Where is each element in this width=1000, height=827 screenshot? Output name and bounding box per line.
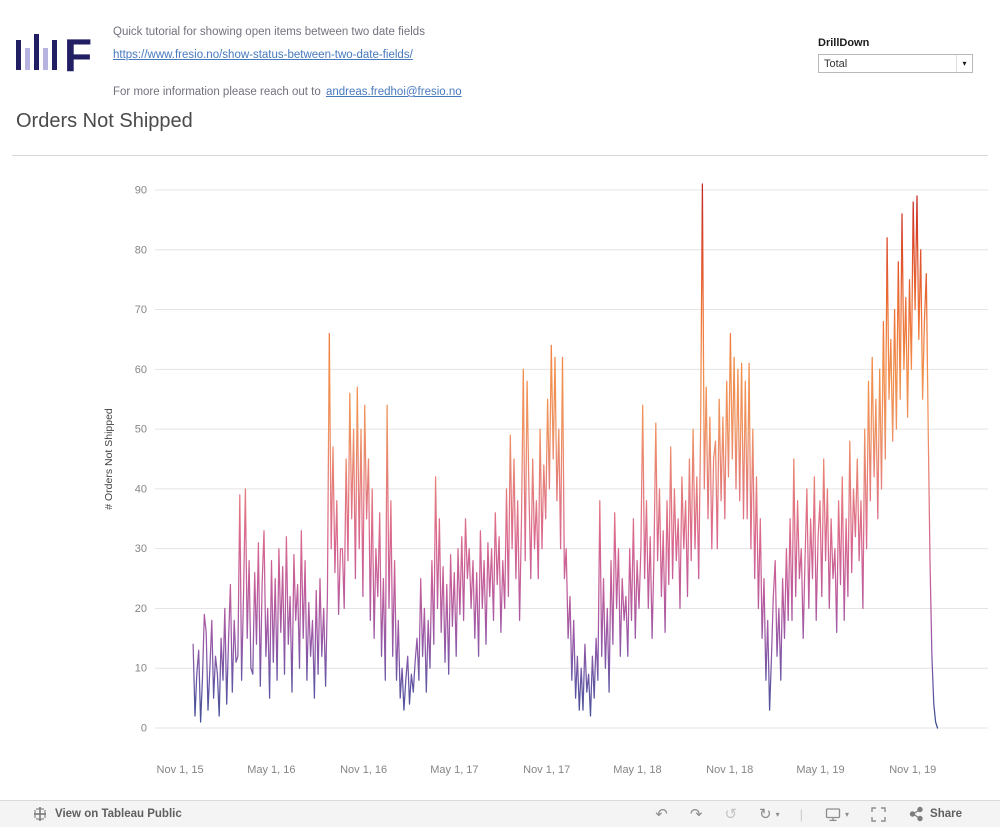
svg-text:Nov 1, 15: Nov 1, 15 [157,764,204,776]
tableau-toolbar: View on Tableau Public ↶ ↷ ↺ ↻ ▾ | ▾ [0,800,1000,827]
svg-text:80: 80 [135,244,147,256]
svg-text:May 1, 18: May 1, 18 [613,764,661,776]
fresio-logo-graphic: F [16,29,92,81]
logo-letter: F [64,29,92,76]
tutorial-link[interactable]: https://www.fresio.no/show-status-betwee… [113,49,413,61]
svg-text:20: 20 [135,603,147,615]
y-axis-title: # Orders Not Shipped [103,408,115,510]
revert-icon[interactable]: ↺ [724,805,738,823]
svg-text:70: 70 [135,304,147,316]
svg-text:May 1, 16: May 1, 16 [247,764,295,776]
svg-text:Nov 1, 18: Nov 1, 18 [706,764,753,776]
drilldown-selected-value: Total [824,57,848,70]
page-title: Orders Not Shipped [16,110,193,132]
tableau-logo-icon [34,807,46,821]
refresh-icon[interactable]: ↻ [759,805,772,823]
tutorial-text: Quick tutorial for showing open items be… [113,26,425,38]
svg-text:90: 90 [135,185,147,197]
y-gridlines [155,189,988,729]
x-axis-labels: Nov 1, 15 May 1, 16 Nov 1, 16 May 1, 17 Nov … [157,764,937,776]
svg-text:Nov 1, 19: Nov 1, 19 [889,764,936,776]
header-text-block: Quick tutorial for showing open items be… [113,26,462,99]
share-icon [909,806,923,822]
contact-line: For more information please reach out to… [113,86,462,99]
svg-text:10: 10 [135,663,147,675]
svg-text:May 1, 17: May 1, 17 [430,764,478,776]
svg-text:30: 30 [135,543,147,555]
contact-email-link[interactable]: andreas.fredhoi@fresio.no [325,86,462,98]
fresio-logo: F [14,24,114,81]
contact-text: For more information please reach out to [113,86,321,98]
undo-icon[interactable]: ↶ [655,805,668,823]
redo-icon[interactable]: ↷ [689,805,703,823]
svg-text:May 1, 19: May 1, 19 [796,764,844,776]
orders-series-line[interactable] [192,183,939,729]
svg-text:60: 60 [135,364,147,376]
device-layout-icon[interactable] [825,807,841,822]
y-axis-labels: 0 10 20 30 40 50 60 70 80 90 [135,185,147,735]
toolbar-separator: | [799,806,804,822]
share-button[interactable]: Share [908,806,962,822]
device-caret-icon[interactable]: ▾ [845,809,850,819]
toolbar-actions: ↶ ↷ ↺ ↻ ▾ | ▾ [633,806,962,822]
view-label: View on Tableau Public [55,808,182,820]
svg-text:0: 0 [141,723,147,735]
svg-text:Nov 1, 17: Nov 1, 17 [523,764,570,776]
view-on-tableau-public-button[interactable]: View on Tableau Public [32,806,182,822]
svg-text:50: 50 [135,424,147,436]
drilldown-label: DrillDown [818,37,870,49]
refresh-caret-icon[interactable]: ▾ [775,809,780,819]
svg-text:40: 40 [135,483,147,495]
drilldown-select[interactable]: Total ▾ [818,54,973,73]
fullscreen-icon[interactable] [871,806,886,822]
chevron-down-icon[interactable]: ▾ [956,55,972,72]
share-label: Share [930,808,962,820]
svg-text:Nov 1, 16: Nov 1, 16 [340,764,387,776]
drilldown-filter: DrillDown Total ▾ [818,37,973,73]
